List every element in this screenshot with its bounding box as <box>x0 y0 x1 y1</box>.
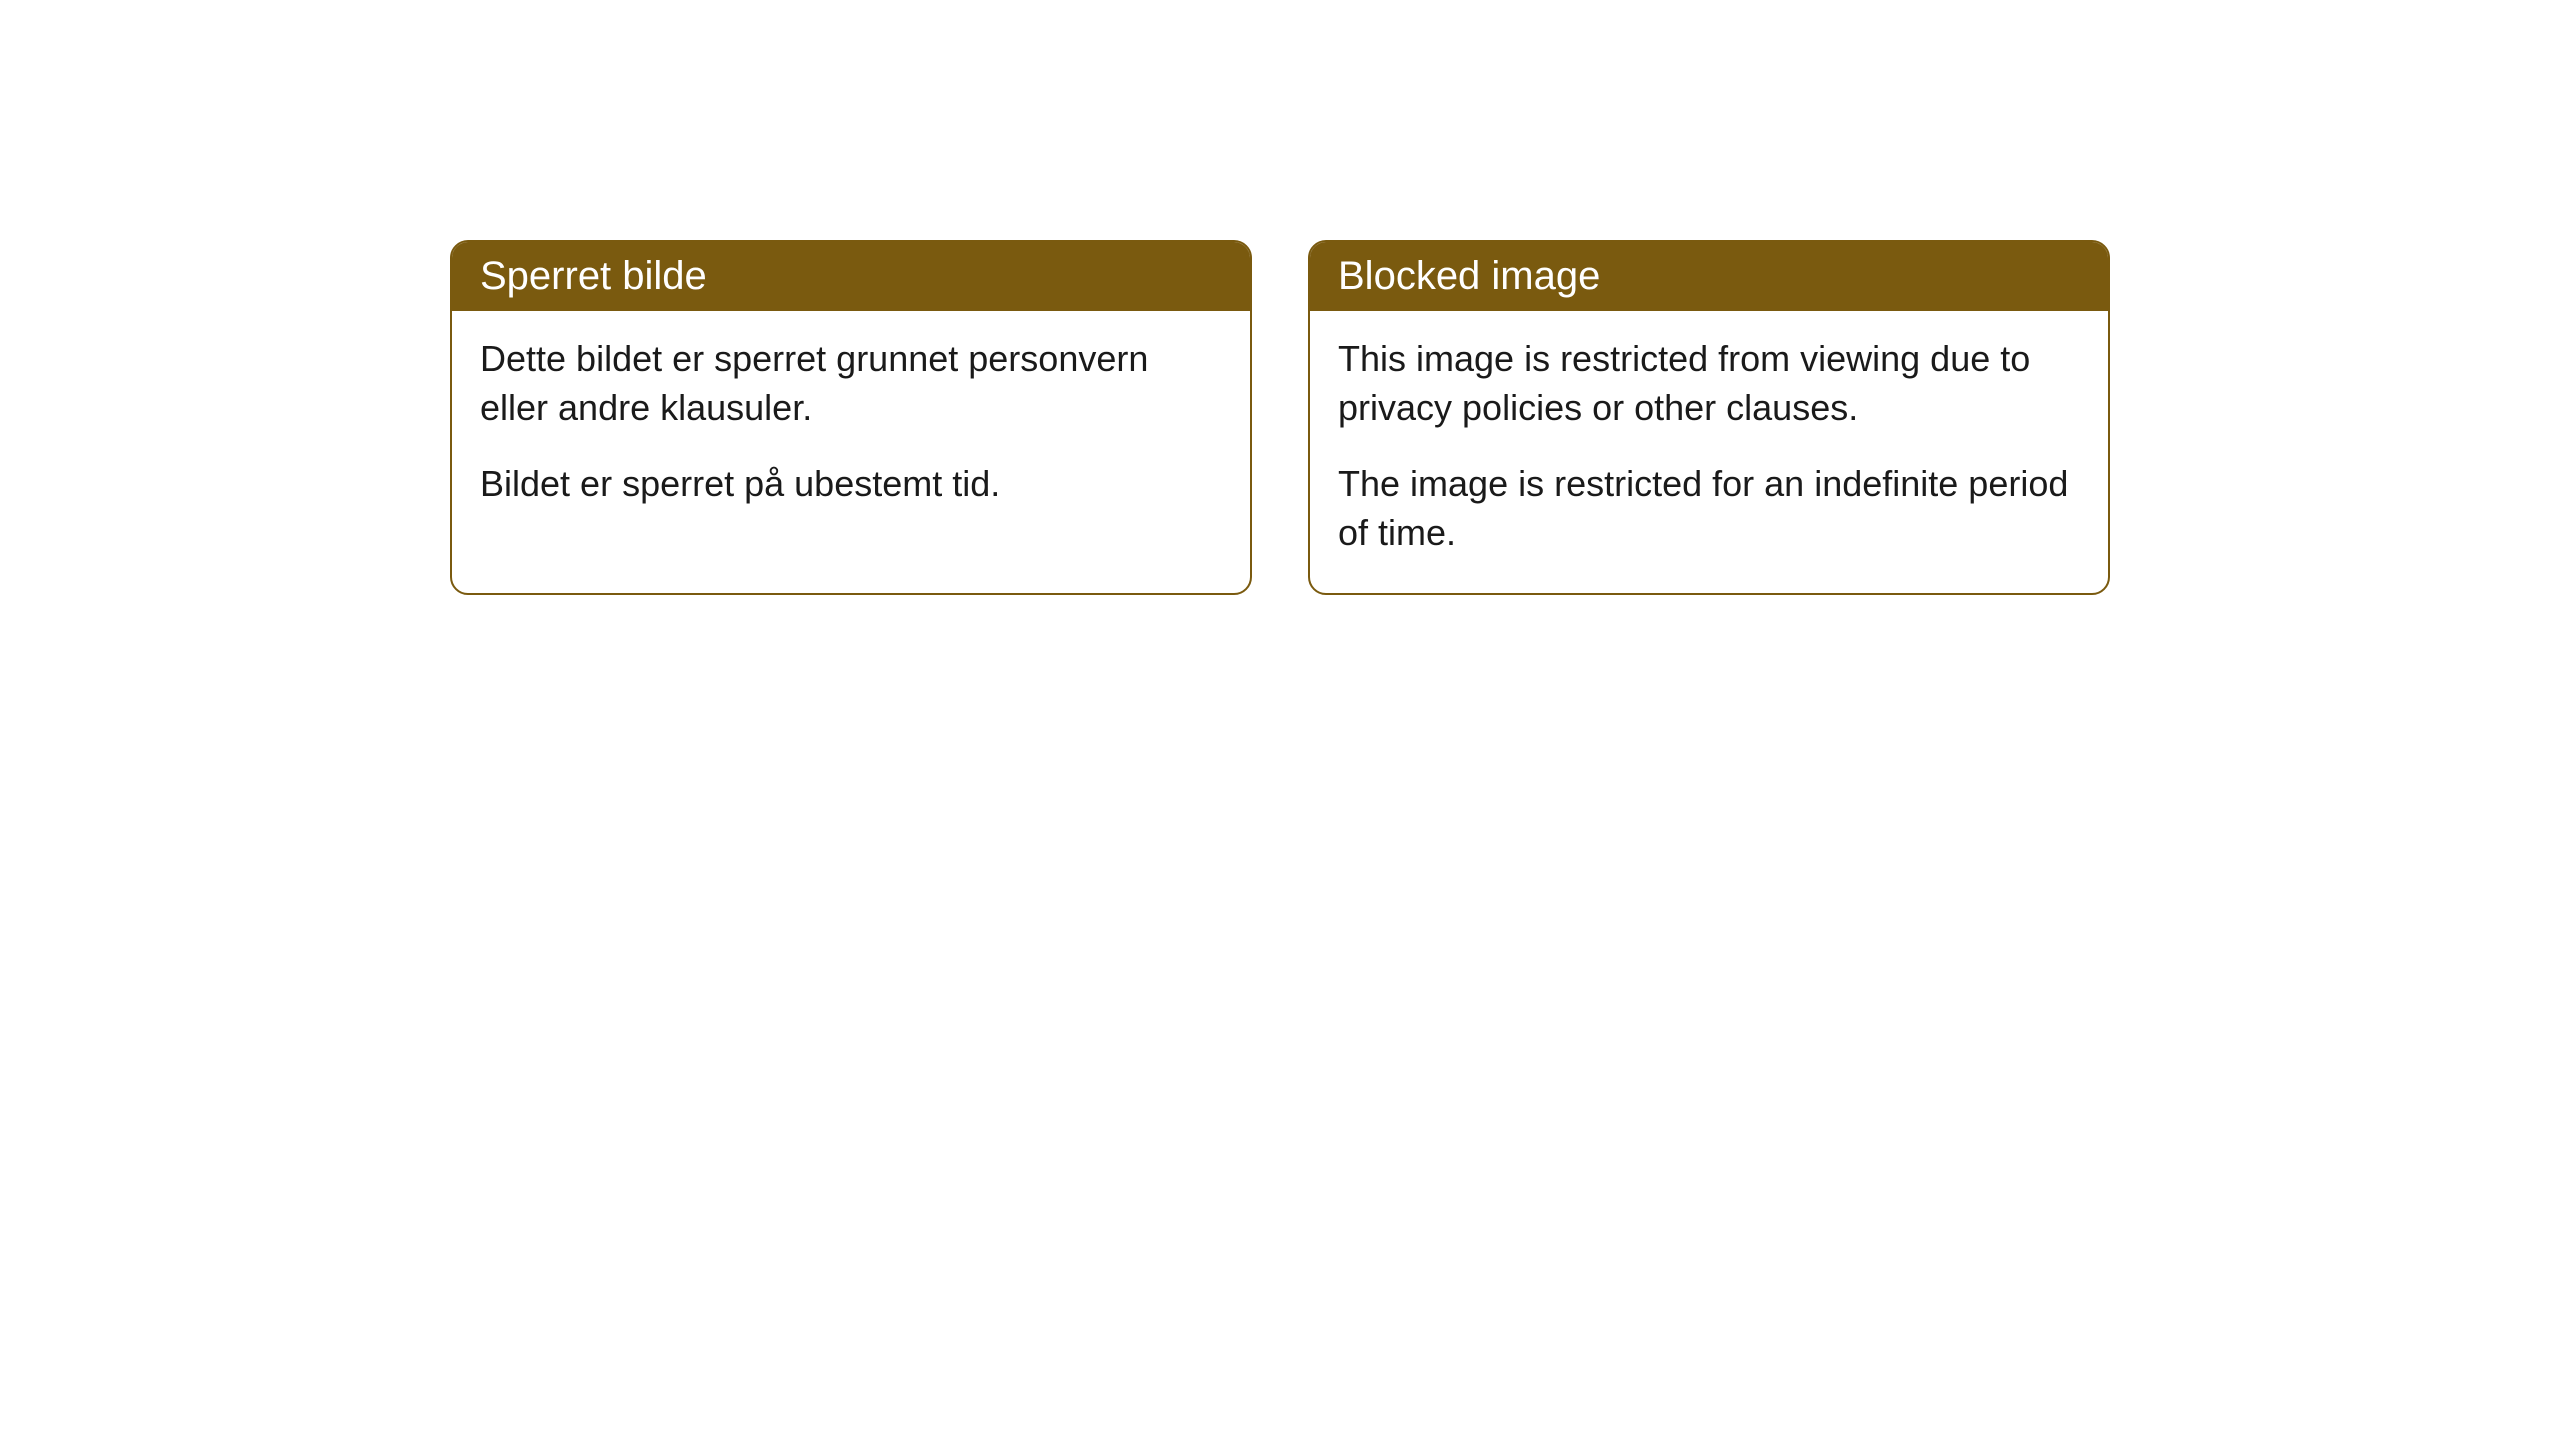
card-paragraph: The image is restricted for an indefinit… <box>1338 460 2080 557</box>
card-header: Sperret bilde <box>452 242 1250 311</box>
card-title: Blocked image <box>1338 254 1600 298</box>
card-body: This image is restricted from viewing du… <box>1310 311 2108 593</box>
blocked-image-card-english: Blocked image This image is restricted f… <box>1308 240 2110 595</box>
card-paragraph: Dette bildet er sperret grunnet personve… <box>480 335 1222 432</box>
card-paragraph: This image is restricted from viewing du… <box>1338 335 2080 432</box>
notice-cards-container: Sperret bilde Dette bildet er sperret gr… <box>450 240 2110 595</box>
card-title: Sperret bilde <box>480 254 707 298</box>
card-header: Blocked image <box>1310 242 2108 311</box>
card-body: Dette bildet er sperret grunnet personve… <box>452 311 1250 545</box>
card-paragraph: Bildet er sperret på ubestemt tid. <box>480 460 1222 509</box>
blocked-image-card-norwegian: Sperret bilde Dette bildet er sperret gr… <box>450 240 1252 595</box>
